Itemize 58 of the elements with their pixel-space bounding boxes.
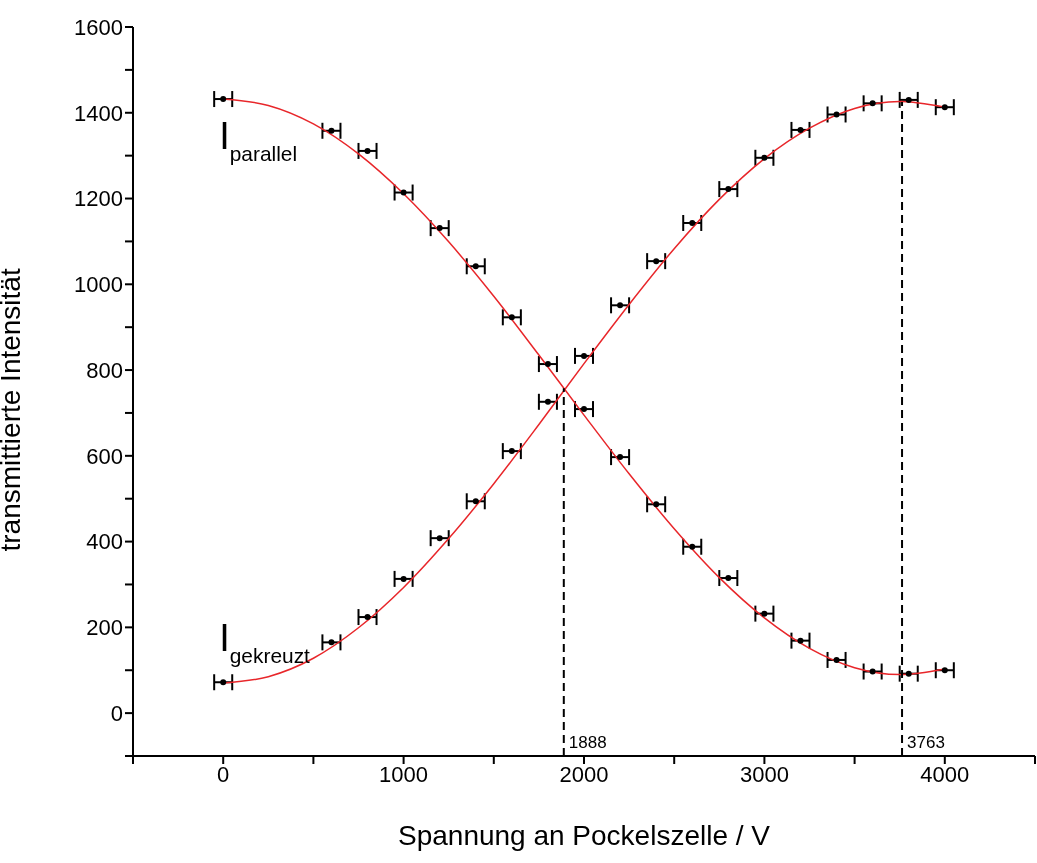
point: [472, 263, 479, 270]
y-tick-label: 200: [86, 615, 123, 641]
y-tick-label: 1200: [74, 186, 123, 212]
point: [797, 637, 804, 644]
point: [653, 501, 660, 508]
point: [833, 656, 840, 663]
point: [689, 543, 696, 550]
point: [436, 535, 443, 542]
point: [617, 302, 624, 309]
point: [508, 314, 515, 321]
point: [364, 147, 371, 154]
ref-line-label: 3763: [907, 733, 945, 752]
point: [617, 454, 624, 461]
point: [833, 111, 840, 118]
point: [400, 575, 407, 582]
point: [581, 352, 587, 359]
point: [725, 575, 732, 582]
annotation: I$_{parallel}$: [219, 115, 298, 165]
point: [941, 104, 948, 111]
x-tick-label: 2000: [559, 761, 609, 787]
point: [472, 498, 479, 505]
point: [653, 258, 660, 265]
point: [725, 186, 732, 193]
point: [797, 126, 804, 133]
y-tick-label: 800: [86, 357, 123, 383]
x-tick-label: 1000: [379, 761, 429, 787]
point: [869, 100, 876, 107]
point: [544, 398, 551, 405]
y-axis-title: transmittierte Intensität: [0, 268, 26, 552]
point: [869, 668, 876, 675]
point: [508, 448, 515, 455]
point: [761, 610, 768, 617]
point: [220, 96, 227, 103]
annotation: I$_{gekreuzt}$: [219, 617, 311, 667]
x-axis-title: Spannung an Pockelszelle / V: [397, 820, 771, 851]
point: [941, 667, 948, 674]
point: [364, 614, 371, 621]
point: [328, 127, 335, 134]
point: [220, 679, 227, 686]
point: [905, 96, 912, 103]
point: [436, 225, 443, 232]
point: [689, 219, 696, 226]
y-tick-label: 0: [110, 700, 123, 726]
point: [761, 154, 768, 161]
y-tick-label: 1600: [74, 14, 123, 40]
x-tick-label: 0: [217, 761, 230, 787]
x-tick-label: 4000: [920, 761, 970, 787]
y-tick-label: 1000: [74, 272, 123, 298]
point: [581, 406, 587, 413]
y-tick-label: 600: [86, 443, 123, 469]
y-tick-label: 400: [86, 529, 123, 555]
y-tick-label: 1400: [74, 100, 123, 126]
point: [328, 639, 335, 646]
point: [400, 189, 407, 196]
point: [544, 361, 551, 368]
point: [905, 670, 912, 677]
ref-line-label: 1888: [568, 733, 607, 752]
x-tick-label: 3000: [739, 761, 789, 787]
